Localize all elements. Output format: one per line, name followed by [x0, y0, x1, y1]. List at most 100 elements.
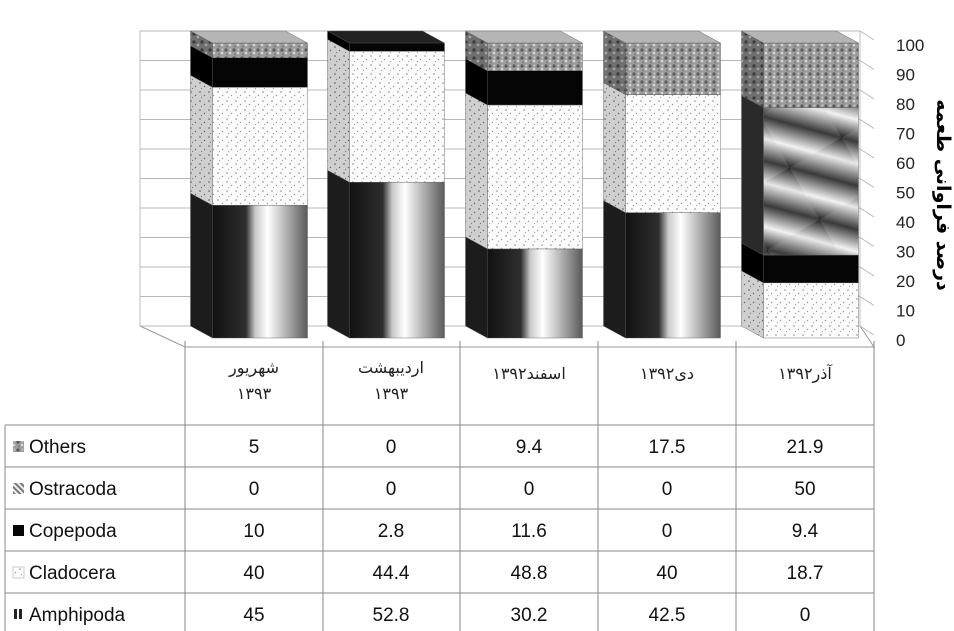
gridline-side [859, 178, 875, 188]
bar-segment-ostracoda [763, 107, 859, 256]
bar-side-cladocera [465, 92, 488, 250]
category-label: شهریور [228, 358, 279, 378]
data-label: 9.4 [516, 437, 543, 458]
y-tick-label: 60 [896, 154, 915, 173]
bar-side-amphipoda [327, 169, 350, 339]
bar-segment-amphipoda [349, 182, 445, 339]
legend-swatch-others [13, 441, 24, 452]
bar-side-amphipoda [465, 236, 488, 339]
data-label: 9.4 [792, 521, 819, 542]
data-label: 0 [662, 479, 673, 500]
bar-side-cladocera [327, 38, 350, 183]
bar-segment-amphipoda [487, 248, 583, 339]
bar-segment-others [487, 42, 583, 71]
y-tick-label: 30 [896, 243, 915, 262]
legend-swatch-amphipoda [19, 609, 22, 619]
data-label: 0 [386, 479, 397, 500]
legend-swatch-cladocera [12, 566, 25, 579]
bar-segment-copepoda [763, 254, 859, 284]
bar-side-ostracoda [741, 95, 764, 256]
bar-top-cap [190, 30, 308, 44]
legend-swatch-ostracoda [13, 483, 24, 494]
y-tick-label: 70 [896, 125, 915, 144]
bar-segment-copepoda [349, 42, 445, 52]
data-label: 48.8 [511, 563, 548, 584]
data-label: 42.5 [649, 605, 686, 626]
y-axis-ticks: 0 10 20 30 40 50 60 70 80 90 100 [896, 36, 924, 350]
legend-label-amphipoda: Amphipoda [29, 605, 126, 626]
y-tick-label: 10 [896, 302, 915, 321]
bar-segment-cladocera [763, 282, 859, 339]
bar-segment-cladocera [625, 94, 721, 213]
data-label: 17.5 [649, 437, 686, 458]
bar-side-cladocera [603, 82, 626, 213]
category-label: اسفند۱۳۹۲ [492, 364, 566, 383]
bar-segment-others [212, 42, 308, 58]
data-table: شهریور ۱۳۹۳ اردیبهشت ۱۳۹۳ اسفند۱۳۹۲ دی۱۳۹۲ آذر… [4, 341, 875, 631]
data-label: 0 [249, 479, 260, 500]
y-tick-label: 90 [896, 66, 915, 85]
legend-label-cladocera: Cladocera [29, 563, 116, 584]
data-label: 11.6 [511, 521, 547, 542]
data-label: 40 [243, 563, 264, 584]
bar-segment-copepoda [212, 57, 308, 88]
gridline-side [859, 60, 875, 70]
gridline-side [859, 325, 875, 336]
bar-segment-others [625, 42, 721, 95]
data-label: 2.8 [378, 521, 404, 542]
bar-top-cap [465, 30, 583, 44]
category-label: آذر۱۳۹۲ [778, 364, 833, 384]
bar-segment-amphipoda [212, 205, 308, 339]
bar-side-amphipoda [190, 192, 213, 339]
legend-swatch-amphipoda [14, 609, 17, 619]
gridline-side [859, 89, 875, 100]
y-tick-label: 50 [896, 184, 915, 203]
data-label: 30.2 [511, 605, 548, 626]
bar-top-cap [603, 30, 721, 44]
gridline-side [859, 266, 875, 277]
bar-top-cap [327, 30, 445, 44]
legend-swatch-copepoda [13, 525, 24, 536]
y-axis-label: درصد فراوانی طعمه [932, 99, 954, 291]
category-label: اردیبهشت [358, 358, 424, 378]
data-label: 50 [794, 479, 815, 500]
data-label: 5 [249, 437, 260, 458]
data-label: 18.7 [787, 563, 824, 584]
y-tick-label: 80 [896, 95, 915, 114]
y-tick-label: 0 [896, 331, 905, 350]
bar-side-others [741, 30, 764, 108]
y-tick-label: 100 [896, 36, 924, 55]
y-tick-label: 40 [896, 213, 915, 232]
bar-segment-copepoda [487, 70, 583, 106]
bar-segment-others [763, 42, 859, 108]
category-label: ۱۳۹۳ [374, 384, 409, 403]
category-label: ۱۳۹۳ [237, 384, 272, 403]
gridline-side [859, 30, 875, 41]
gridline-side [859, 119, 875, 129]
bars [190, 30, 859, 339]
data-label: 10 [243, 521, 264, 542]
data-label: 45 [243, 605, 264, 626]
gridline-side [859, 237, 875, 247]
bar-top-cap [741, 30, 859, 44]
gridline-side [859, 296, 875, 306]
data-label: 0 [662, 521, 673, 542]
legend-label-copepoda: Copepoda [29, 521, 117, 542]
legend-label-ostracoda: Ostracoda [29, 479, 117, 500]
gridline-side [859, 207, 875, 218]
y-tick-label: 20 [896, 272, 915, 291]
data-label: 52.8 [373, 605, 410, 626]
category-label: دی۱۳۹۲ [640, 364, 694, 383]
data-label: 0 [800, 605, 811, 626]
data-label: 0 [386, 437, 397, 458]
bar-side-amphipoda [603, 200, 626, 339]
legend-label-others: Others [29, 437, 86, 458]
gridline-side [859, 148, 875, 159]
bar-side-cladocera [190, 74, 213, 206]
data-label: 40 [656, 563, 677, 584]
data-label: 21.9 [787, 437, 824, 458]
data-label: 44.4 [373, 563, 410, 584]
bar-segment-cladocera [487, 104, 583, 250]
bar-segment-amphipoda [625, 212, 721, 339]
